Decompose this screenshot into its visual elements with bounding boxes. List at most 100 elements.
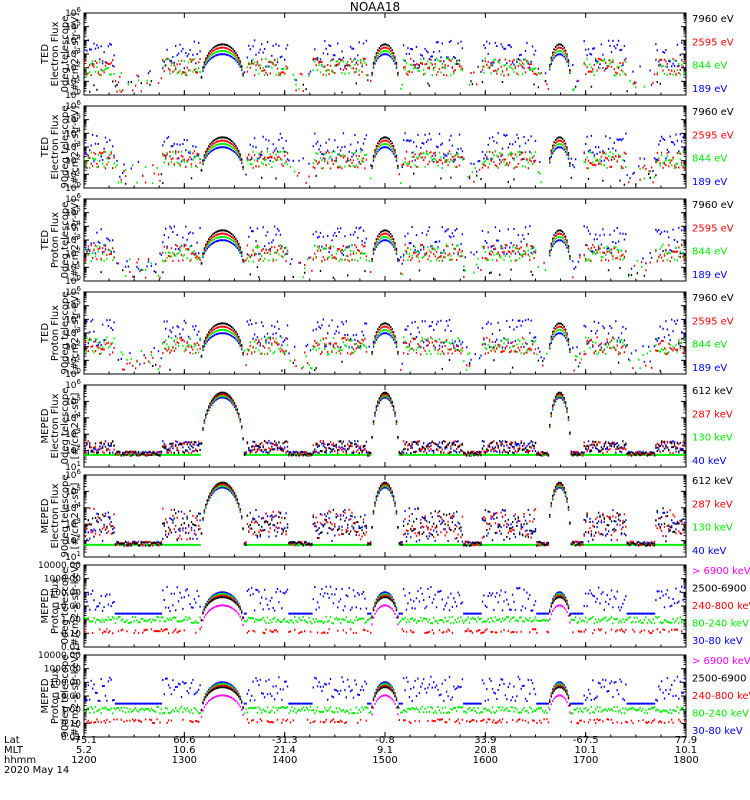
data-marks — [84, 39, 686, 94]
y-tick-label: 106 — [65, 99, 81, 112]
x-tick-mlt: 5.2 — [76, 745, 92, 756]
y-tick-label: 104 — [65, 411, 81, 424]
series-black — [117, 322, 686, 372]
series-black — [84, 481, 686, 547]
legend-entry: 2595 eV — [692, 130, 734, 141]
y-tick-label: 106 — [65, 378, 81, 391]
y-tick-label: 105 — [65, 20, 81, 33]
y-tick-label: 106 — [65, 6, 81, 19]
y-tick-label: 105 — [65, 206, 81, 219]
y-tick-label: 1000.00 — [44, 575, 81, 585]
x-tick-hhmm: 1800 — [673, 755, 698, 766]
y-tick-label: 1000.00 — [44, 665, 81, 675]
series-green — [84, 142, 686, 185]
y-tick-label: 103 — [65, 140, 81, 153]
series-green — [84, 49, 686, 92]
series-magenta — [200, 694, 571, 719]
y-axis-label: MEPEDProton Flux0deg telescope[#/cm2-s-s… — [40, 562, 81, 650]
series-red — [84, 393, 686, 457]
y-tick-label: 102 — [65, 154, 81, 167]
y-tick-label: 1.00 — [61, 616, 81, 626]
y-tick-label: 102 — [65, 534, 81, 547]
series-black — [84, 43, 661, 94]
series-blue — [84, 396, 686, 457]
legend-entry: > 6900 keV — [692, 656, 750, 667]
data-marks — [84, 225, 686, 280]
legend-entry: 40 keV — [692, 456, 726, 467]
x-row-label: MLT — [4, 745, 24, 756]
panel-ted-p-90: TEDProton Flux90deg telescope[#/cm2-s-st… — [40, 291, 687, 375]
legend-entry: 7960 eV — [692, 200, 734, 211]
page-title: NOAA18 — [349, 0, 401, 14]
y-tick-label: 103 — [65, 47, 81, 60]
x-tick-lat: 33.9 — [474, 735, 496, 746]
y-tick-label: 100.00 — [50, 678, 82, 688]
y-tick-label: 103 — [65, 427, 81, 440]
series-red — [84, 594, 683, 635]
y-axis-label: TEDElectron Flux0deg telescope[#/cm2-s-s… — [40, 13, 81, 96]
x-tick-hhmm: 1600 — [473, 755, 498, 766]
x-tick-lat: -75.1 — [71, 735, 97, 746]
series-blue — [84, 486, 686, 547]
panel-ted-e-90: TEDElectron Flux90deg telescope[#/cm2-s-… — [40, 105, 687, 189]
data-marks — [84, 481, 686, 547]
panel-meped-e-0: MEPEDElectron Flux0deg telescope[#/cm2-s… — [40, 384, 687, 468]
series-black — [100, 229, 646, 280]
series-magenta — [200, 604, 571, 629]
legend-entry: 844 eV — [692, 154, 727, 165]
legend-entry: 189 eV — [692, 177, 727, 188]
series-blue — [84, 39, 686, 86]
y-tick-label: 103 — [65, 326, 81, 339]
y-tick-label: 100 — [65, 367, 81, 380]
legend-entry: > 6900 keV — [692, 566, 750, 577]
y-tick-label: 100.00 — [50, 588, 82, 598]
legend-entry: 130 keV — [692, 523, 733, 534]
legend-entry: 30-80 keV — [692, 636, 743, 647]
y-axis-label: TEDProton Flux90deg telescope[#/cm2-s-st… — [40, 291, 81, 374]
data-marks — [84, 318, 686, 372]
x-row-label: Lat — [4, 735, 20, 746]
x-tick-lat: 60.6 — [173, 735, 195, 746]
series-green — [84, 394, 686, 456]
legend-entry: 240-800 keV — [692, 691, 750, 702]
y-tick-label: 102 — [65, 247, 81, 260]
x-row-label: hhmm — [4, 755, 36, 766]
legend-entry: 189 eV — [692, 84, 727, 95]
x-tick-mlt: 20.8 — [474, 745, 496, 756]
y-tick-label: 106 — [65, 285, 81, 298]
y-tick-label: 0.10 — [61, 629, 81, 639]
legend-entry: 40 keV — [692, 546, 726, 557]
series-red — [84, 325, 686, 372]
y-tick-label: 106 — [65, 468, 81, 481]
legend-entry: 287 keV — [692, 499, 733, 510]
y-tick-label: 1.00 — [61, 706, 81, 716]
y-axis-label: MEPEDElectron Flux0deg telescope[#/cm2-s… — [40, 388, 81, 465]
series-blue — [84, 675, 686, 711]
panel-ted-p-0: TEDProton Flux0deg telescope[#/cm2-s-str… — [40, 198, 687, 282]
series-blue — [84, 132, 686, 180]
legend-entry: 844 eV — [692, 247, 727, 258]
x-tick-hhmm: 1300 — [172, 755, 197, 766]
panel-meped-e-90: MEPEDElectron Flux90deg telescope[#/cm2-… — [40, 474, 687, 558]
legend-entry: 130 keV — [692, 433, 733, 444]
panel-ted-e-0: TEDElectron Flux0deg telescope[#/cm2-s-s… — [40, 12, 687, 96]
legend-entry: 844 eV — [692, 340, 727, 351]
legend-entry: 2595 eV — [692, 37, 734, 48]
data-marks — [84, 132, 686, 186]
y-tick-label: 101 — [65, 260, 81, 273]
y-axis-label: MEPEDElectron Flux90deg telescope[#/cm2-… — [40, 474, 81, 557]
x-tick-lat: -31.3 — [272, 735, 298, 746]
x-tick-lat: -67.5 — [573, 735, 599, 746]
legend-entry: 2500-6900 — [692, 674, 747, 685]
y-tick-label: 104 — [65, 219, 81, 232]
x-tick-hhmm: 1400 — [272, 755, 297, 766]
legend-entry: 2500-6900 — [692, 584, 747, 595]
series-green — [84, 235, 686, 279]
x-tick-lat: 77.9 — [675, 735, 697, 746]
y-tick-label: 100 — [65, 274, 81, 287]
legend-entry: 612 keV — [692, 476, 733, 487]
series-red — [84, 232, 686, 279]
legend-entry: 7960 eV — [692, 293, 734, 304]
x-tick-lat: -0.8 — [375, 735, 395, 746]
